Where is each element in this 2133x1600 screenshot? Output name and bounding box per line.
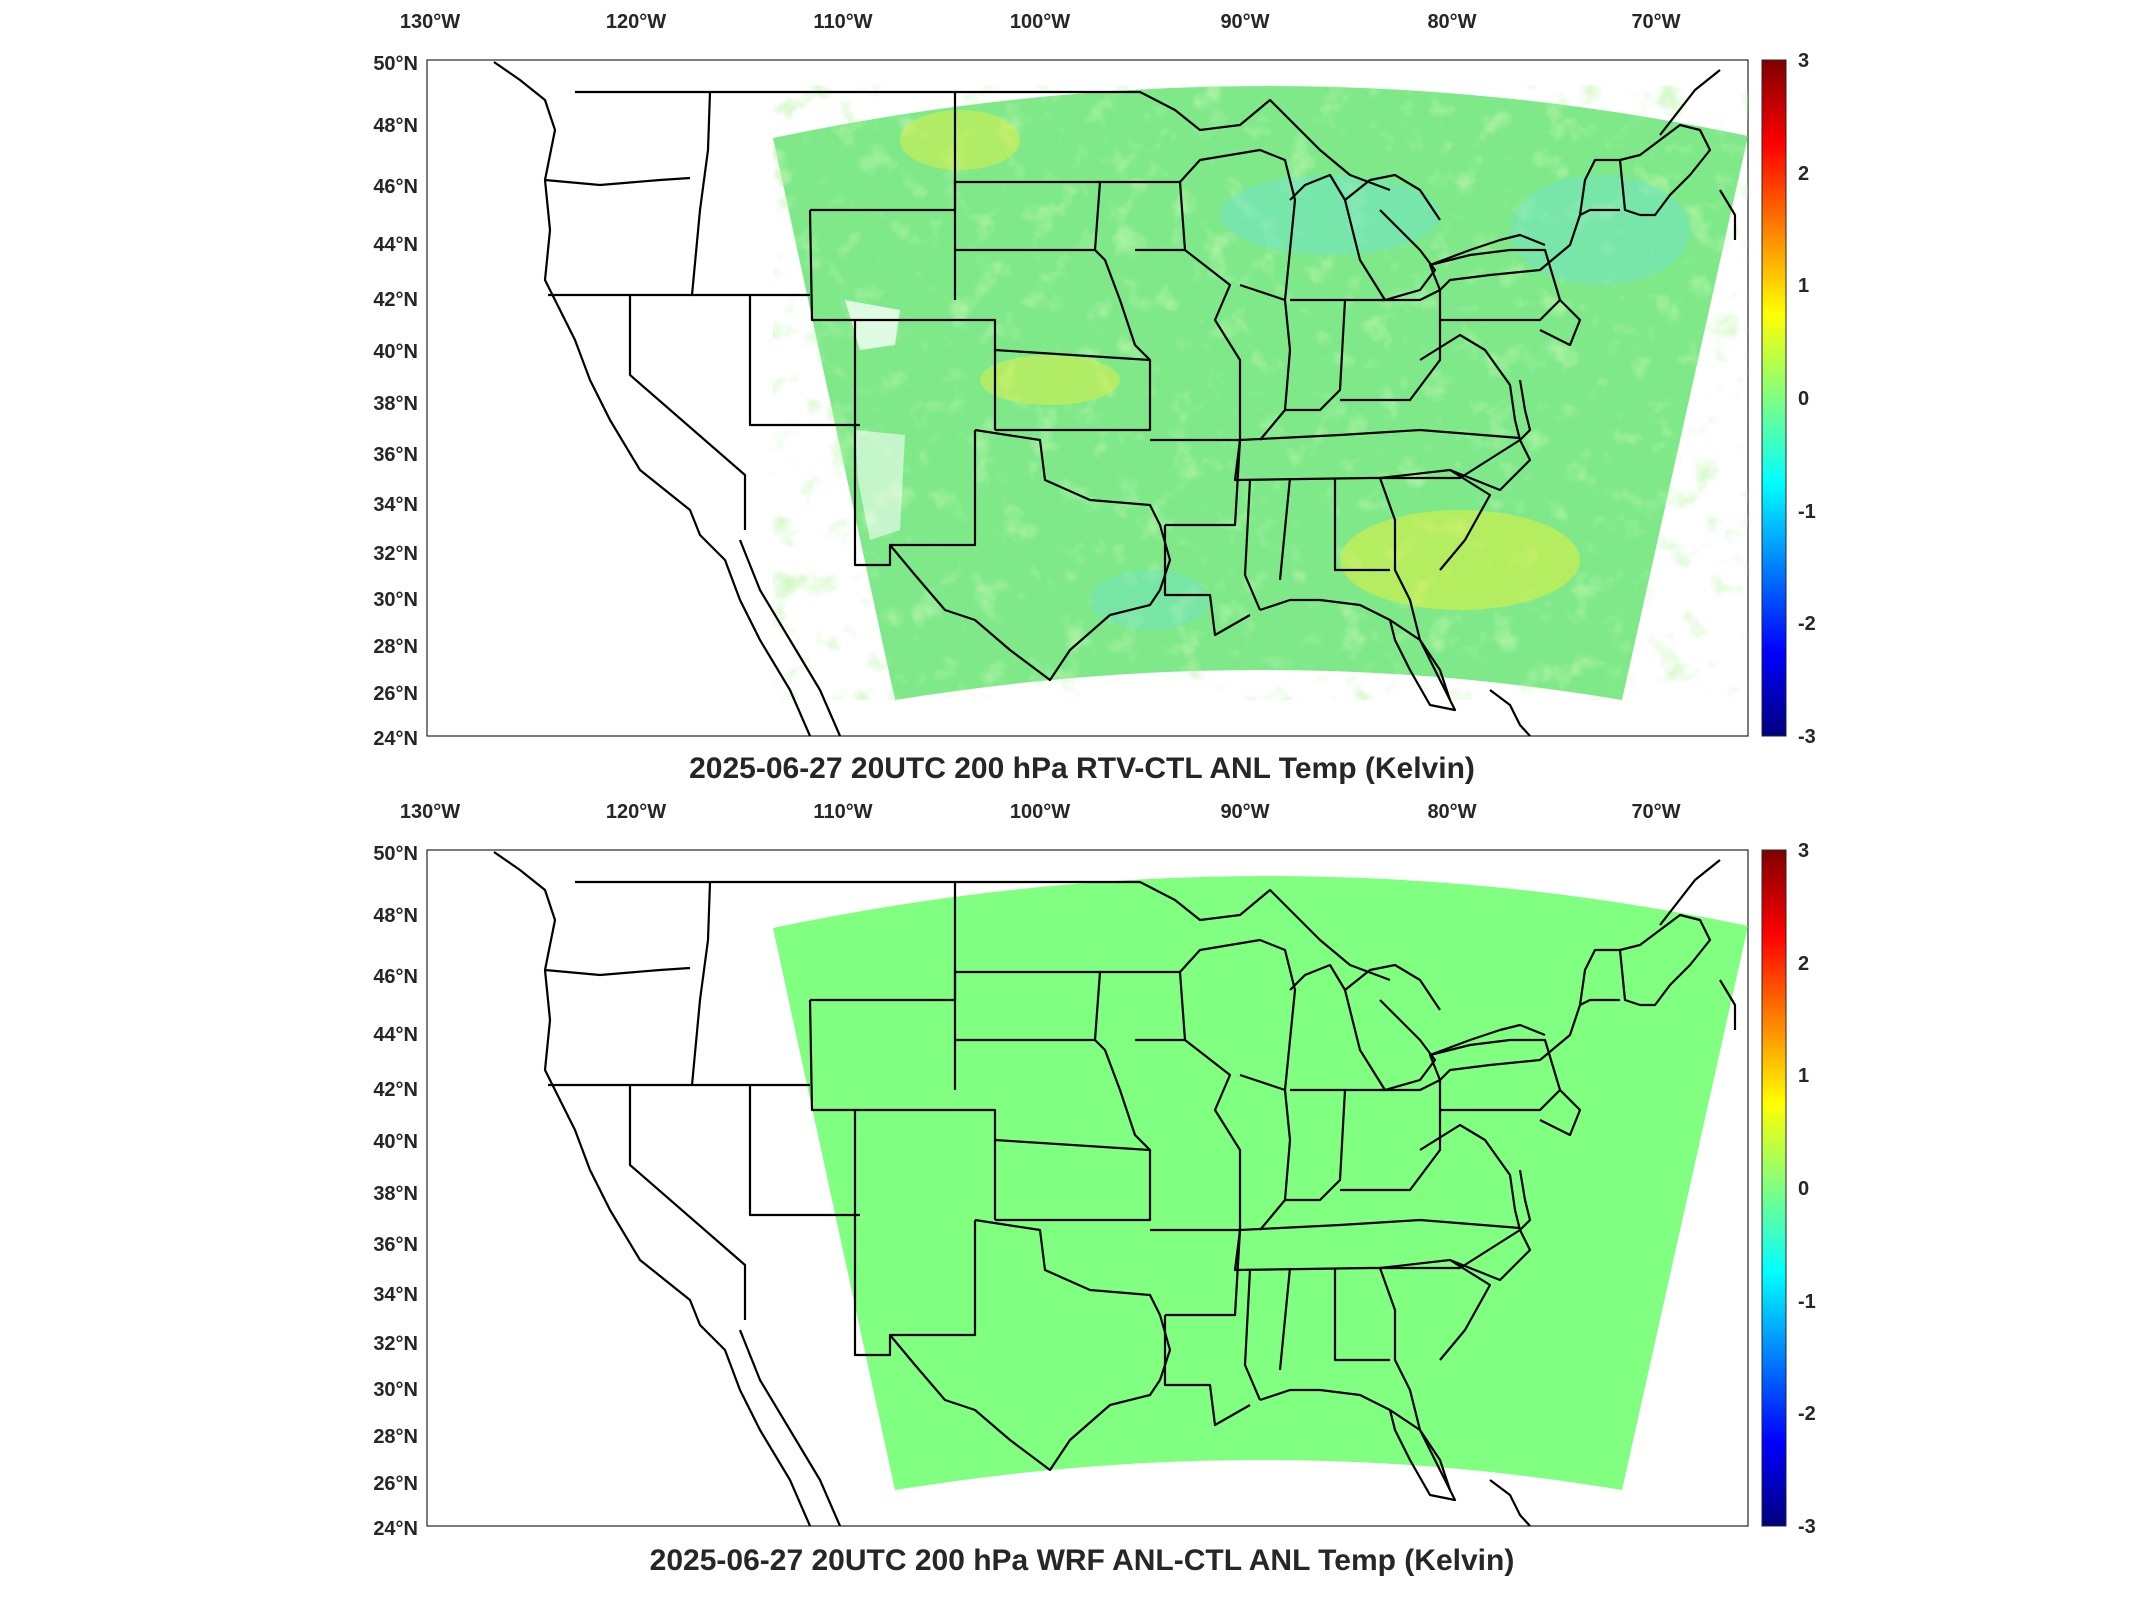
colorbar: 3 2 1 0 -1 -2 -3 [1761,840,1816,1538]
colorbar-tick: 2 [1798,953,1809,975]
lat-tick: 48°N [373,905,418,927]
longitude-tick-labels: 130°W 120°W 110°W 100°W 90°W 80°W 70°W [400,801,1681,823]
colorbar-tick: 1 [1798,275,1809,297]
lat-tick: 30°N [373,1379,418,1401]
lon-tick: 120°W [606,11,666,33]
colorbar-tick: 0 [1798,388,1809,410]
lon-tick: 110°W [813,801,872,823]
lat-tick: 36°N [373,444,418,466]
lat-tick: 46°N [373,966,418,988]
colorbar: 3 2 1 0 -1 -2 -3 [1761,50,1816,748]
state-borders [493,61,1737,736]
lat-tick: 24°N [373,728,418,750]
colorbar-tick: -3 [1798,726,1816,748]
lat-tick: 46°N [373,176,418,198]
lat-tick: 36°N [373,1234,418,1256]
colorbar-tick: 3 [1798,840,1809,862]
colorbar-tick: 2 [1798,163,1809,185]
colorbar-tick: 3 [1798,50,1809,72]
lon-tick: 100°W [1010,11,1070,33]
latitude-tick-labels: 50°N 48°N 46°N 44°N 42°N 40°N 38°N 36°N … [373,53,418,750]
panel-title: 2025-06-27 20UTC 200 hPa RTV-CTL ANL Tem… [689,752,1475,785]
data-field [773,85,1748,700]
lon-tick: 130°W [400,11,460,33]
lat-tick: 48°N [373,115,418,137]
lon-tick: 80°W [1427,801,1476,823]
lat-tick: 42°N [373,1079,418,1101]
colorbar-tick: -2 [1798,613,1816,635]
panel-wrf-ctl: 130°W 120°W 110°W 100°W 90°W 80°W 70°W 5… [0,790,2133,1590]
lat-tick: 44°N [373,234,418,256]
lon-tick: 120°W [606,801,666,823]
lon-tick: 90°W [1220,11,1269,33]
colorbar-tick: 0 [1798,1178,1809,1200]
lat-tick: 32°N [373,1333,418,1355]
colorbar-tick: -2 [1798,1403,1816,1425]
data-field [773,875,1748,1490]
lat-tick: 28°N [373,1426,418,1448]
state-borders [493,851,1737,1526]
colorbar-tick: -1 [1798,501,1816,523]
lat-tick: 42°N [373,289,418,311]
field-domain [773,875,1748,1490]
lat-tick: 28°N [373,636,418,658]
lon-tick: 130°W [400,801,460,823]
lat-tick: 40°N [373,341,418,363]
panel-title: 2025-06-27 20UTC 200 hPa WRF ANL-CTL ANL… [650,1544,1515,1577]
lat-tick: 40°N [373,1131,418,1153]
colorbar-tick: 1 [1798,1065,1809,1087]
lat-tick: 38°N [373,1183,418,1205]
longitude-tick-labels: 130°W 120°W 110°W 100°W 90°W 80°W 70°W [400,11,1681,33]
lat-tick: 32°N [373,543,418,565]
lat-tick: 34°N [373,1284,418,1306]
map-figure: 130°W 120°W 110°W 100°W 90°W 80°W 70°W 5… [373,11,1816,785]
lon-tick: 110°W [813,11,872,33]
lat-tick: 50°N [373,843,418,865]
lat-tick: 34°N [373,494,418,516]
lat-tick: 24°N [373,1518,418,1540]
lon-tick: 70°W [1631,801,1680,823]
colorbar-gradient [1761,849,1787,1527]
lon-tick: 100°W [1010,801,1070,823]
lat-tick: 50°N [373,53,418,75]
colorbar-gradient [1761,59,1787,737]
latitude-tick-labels: 50°N 48°N 46°N 44°N 42°N 40°N 38°N 36°N … [373,843,418,1540]
map-figure: 130°W 120°W 110°W 100°W 90°W 80°W 70°W 5… [373,801,1816,1577]
lat-tick: 38°N [373,393,418,415]
colorbar-tick: -1 [1798,1291,1816,1313]
lat-tick: 26°N [373,683,418,705]
lon-tick: 80°W [1427,11,1476,33]
lon-tick: 90°W [1220,801,1269,823]
lat-tick: 30°N [373,589,418,611]
lat-tick: 44°N [373,1024,418,1046]
lat-tick: 26°N [373,1473,418,1495]
panel-rtv-ctl: 130°W 120°W 110°W 100°W 90°W 80°W 70°W 5… [373,11,1816,785]
colorbar-tick: -3 [1798,1516,1816,1538]
lon-tick: 70°W [1631,11,1680,33]
